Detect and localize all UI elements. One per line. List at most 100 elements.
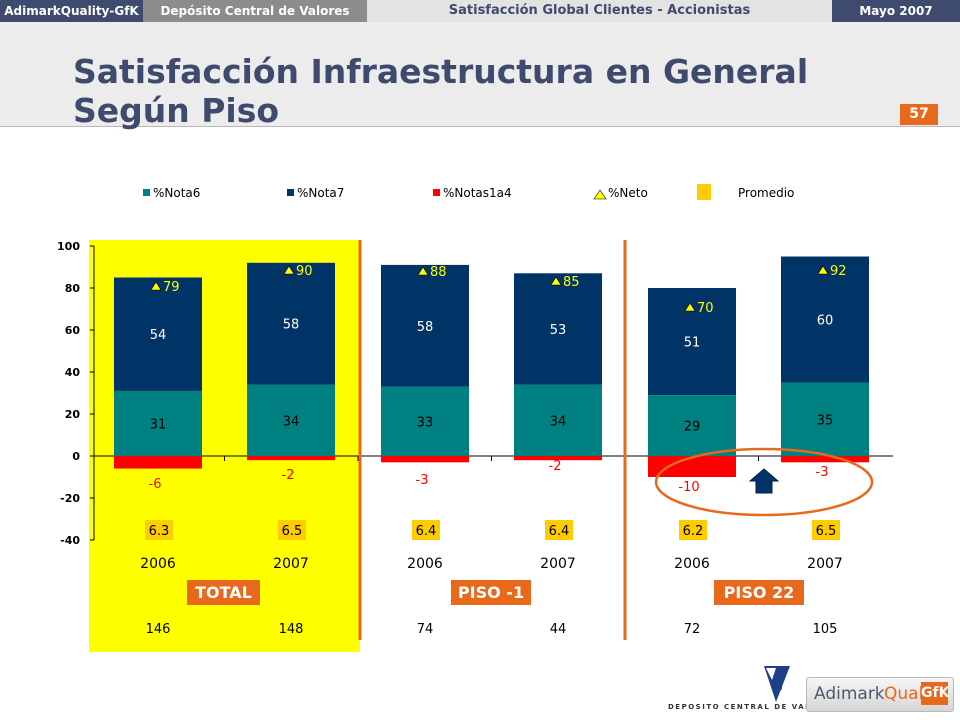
slide-header: Satisfacción Infraestructura en General …	[0, 22, 960, 130]
client-tab: Depósito Central de Valores	[143, 0, 367, 22]
data-label-neto: 79	[163, 280, 180, 295]
y-tick-label: 0	[72, 450, 80, 463]
group-label: TOTAL	[195, 583, 252, 602]
bar-nota6	[381, 386, 469, 456]
group-label: PISO -1	[458, 583, 524, 602]
adimark-gfk-logo: Adimark Quality GfK	[806, 677, 954, 712]
bar-notas1a4	[381, 456, 469, 463]
bar-notas1a4	[514, 456, 602, 461]
dcv-logo-icon	[764, 666, 790, 702]
y-tick-label: 100	[57, 240, 80, 253]
promedio-label: 6.2	[683, 524, 704, 539]
base-count-label: 72	[684, 622, 701, 637]
bar-notas1a4	[781, 456, 869, 463]
bar-nota6	[781, 382, 869, 456]
data-label-nota7: 58	[417, 320, 434, 335]
legend-swatch-nota7	[287, 189, 294, 196]
neto-marker	[817, 265, 829, 275]
x-category-label: 2006	[407, 556, 443, 572]
y-tick-label: -40	[60, 534, 80, 547]
promedio-box	[679, 520, 707, 540]
legend-label-nota7: %Nota7	[297, 186, 344, 200]
data-label-neto: 70	[697, 301, 714, 316]
legend-swatch-nota6	[143, 189, 150, 196]
legend-swatch-notas1a4	[433, 189, 440, 196]
data-label-notas1a4: -3	[416, 473, 429, 488]
data-label-notas1a4: -2	[282, 468, 295, 483]
data-label-neto: 92	[830, 264, 847, 279]
report-title: Satisfacción Global Clientes - Accionist…	[448, 3, 751, 18]
data-label-nota6: 34	[283, 414, 300, 429]
x-category-label: 2006	[140, 556, 176, 572]
group-label-box	[714, 580, 804, 605]
base-count-label: 146	[146, 622, 171, 637]
y-tick-label: 60	[65, 324, 81, 337]
data-label-nota7: 58	[283, 318, 300, 333]
slide-title-line1: Satisfacción Infraestructura en General	[73, 52, 809, 91]
group-label: PISO 22	[724, 583, 795, 602]
slide-title: Satisfacción Infraestructura en General …	[73, 52, 808, 130]
legend-swatch-promedio	[697, 184, 711, 200]
y-tick-label: 20	[65, 408, 81, 421]
data-label-nota6: 29	[684, 420, 701, 435]
data-label-neto: 88	[430, 265, 447, 280]
y-tick-label: -20	[60, 492, 80, 505]
bar-nota7	[114, 277, 202, 391]
data-label-nota6: 33	[417, 415, 434, 430]
bar-nota6	[514, 384, 602, 456]
promedio-label: 6.3	[149, 524, 170, 539]
neto-marker	[550, 276, 562, 286]
x-category-label: 2007	[273, 556, 309, 572]
data-label-nota6: 31	[150, 417, 167, 432]
dcv-logo-text: DEPOSITO CENTRAL DE VALORES	[668, 703, 839, 711]
bar-nota6	[648, 395, 736, 456]
neto-marker	[150, 281, 162, 291]
promedio-box	[812, 520, 840, 540]
data-label-nota7: 54	[150, 328, 167, 343]
data-label-nota7: 51	[684, 336, 701, 351]
legend-label-nota6: %Nota6	[153, 186, 200, 200]
promedio-label: 6.4	[549, 524, 570, 539]
promedio-box	[412, 520, 440, 540]
group-label-box	[187, 580, 260, 605]
x-category-label: 2007	[807, 556, 843, 572]
slide-title-line2: Según Piso	[73, 91, 280, 130]
bar-nota7	[381, 264, 469, 387]
bar-nota7	[247, 262, 335, 385]
base-count-label: 44	[550, 622, 567, 637]
logo-gfk-box: GfK	[921, 682, 949, 705]
bar-nota7	[514, 273, 602, 385]
legend-marker-neto	[593, 189, 607, 200]
neto-marker	[417, 266, 429, 276]
bar-notas1a4	[114, 456, 202, 469]
bar-nota6	[247, 384, 335, 456]
bar-nota6	[114, 390, 202, 456]
brand-tab: AdimarkQuality-GfK	[0, 0, 143, 22]
legend-label-notas1a4: %Notas1a4	[443, 186, 512, 200]
data-label-notas1a4: -6	[149, 477, 162, 492]
data-label-nota7: 53	[550, 323, 567, 338]
neto-marker	[684, 302, 696, 312]
data-label-nota6: 34	[550, 414, 567, 429]
y-tick-label: 40	[65, 366, 81, 379]
legend-label-neto: %Neto	[608, 186, 648, 200]
neto-marker	[283, 265, 295, 275]
data-label-nota7: 60	[817, 314, 834, 329]
report-date: Mayo 2007	[832, 0, 960, 22]
base-count-label: 74	[417, 622, 434, 637]
promedio-label: 6.4	[416, 524, 437, 539]
y-tick-label: 80	[65, 282, 81, 295]
base-count-label: 105	[813, 622, 838, 637]
bar-notas1a4	[648, 456, 736, 477]
data-label-notas1a4: -3	[816, 465, 829, 480]
bar-notas1a4	[247, 456, 335, 461]
highlight-ellipse	[654, 447, 874, 517]
logo-adimark-text: Adimark	[814, 684, 885, 704]
x-category-label: 2007	[540, 556, 576, 572]
base-count-label: 148	[279, 622, 304, 637]
data-label-neto: 90	[296, 264, 313, 279]
group-label-box	[451, 580, 531, 605]
promedio-label: 6.5	[816, 524, 837, 539]
data-label-notas1a4: -2	[549, 459, 562, 474]
